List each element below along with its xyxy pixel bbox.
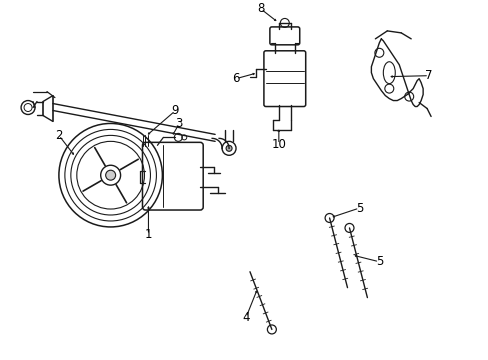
Text: 3: 3 [175, 117, 183, 130]
Circle shape [345, 224, 353, 233]
Text: 4: 4 [242, 311, 249, 324]
Text: 8: 8 [257, 3, 264, 15]
Text: 6: 6 [232, 72, 239, 85]
Text: 5: 5 [375, 255, 382, 268]
Text: 5: 5 [355, 202, 363, 215]
Text: 2: 2 [55, 129, 62, 142]
Text: 7: 7 [425, 69, 432, 82]
Circle shape [225, 145, 232, 151]
Circle shape [105, 170, 115, 180]
Text: 1: 1 [144, 228, 152, 242]
Circle shape [267, 325, 276, 334]
Circle shape [325, 213, 333, 222]
Text: 9: 9 [171, 104, 179, 117]
Text: 10: 10 [271, 138, 285, 151]
